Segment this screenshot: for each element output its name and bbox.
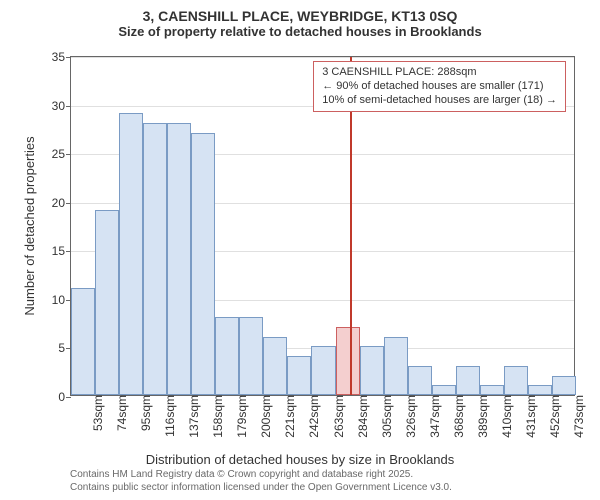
y-tick-mark (66, 203, 71, 204)
y-tick-mark (66, 106, 71, 107)
y-tick-mark (66, 57, 71, 58)
histogram-bar (95, 210, 119, 395)
y-tick-mark (66, 397, 71, 398)
histogram-bar (311, 346, 335, 395)
title-main: 3, CAENSHILL PLACE, WEYBRIDGE, KT13 0SQ (0, 8, 600, 24)
y-tick-mark (66, 251, 71, 252)
x-tick-label: 473sqm (568, 395, 586, 438)
x-tick-label: 179sqm (231, 395, 249, 438)
histogram-bar (191, 133, 215, 395)
x-tick-label: 284sqm (352, 395, 370, 438)
annotation-line-3: 10% of semi-detached houses are larger (… (322, 94, 557, 108)
histogram-bar (239, 317, 263, 395)
x-tick-label: 242sqm (303, 395, 321, 438)
histogram-bar (408, 366, 432, 395)
histogram-bar (336, 327, 360, 395)
chart-container: 3, CAENSHILL PLACE, WEYBRIDGE, KT13 0SQ … (0, 0, 600, 500)
histogram-bar (552, 376, 576, 395)
y-tick-mark (66, 154, 71, 155)
x-tick-label: 200sqm (255, 395, 273, 438)
x-tick-label: 95sqm (135, 395, 153, 431)
x-tick-label: 158sqm (207, 395, 225, 438)
histogram-bar (360, 346, 384, 395)
footer-line-2: Contains public sector information licen… (70, 482, 452, 495)
x-axis-title: Distribution of detached houses by size … (0, 452, 600, 467)
histogram-bar (119, 113, 143, 395)
x-tick-label: 53sqm (87, 395, 105, 431)
histogram-bar (287, 356, 311, 395)
x-tick-label: 263sqm (328, 395, 346, 438)
x-tick-label: 431sqm (520, 395, 538, 438)
histogram-bar (167, 123, 191, 395)
gridline (71, 57, 574, 58)
footer-line-1: Contains HM Land Registry data © Crown c… (70, 469, 452, 482)
footer-attribution: Contains HM Land Registry data © Crown c… (70, 469, 452, 494)
x-tick-label: 74sqm (111, 395, 129, 431)
annotation-callout: 3 CAENSHILL PLACE: 288sqm ← 90% of detac… (313, 61, 566, 112)
x-tick-label: 305sqm (376, 395, 394, 438)
x-tick-label: 410sqm (496, 395, 514, 438)
histogram-bar (71, 288, 95, 395)
x-tick-label: 116sqm (159, 395, 177, 437)
histogram-bar (384, 337, 408, 395)
x-tick-label: 221sqm (279, 395, 297, 438)
histogram-bar (432, 385, 456, 395)
title-sub: Size of property relative to detached ho… (0, 24, 600, 39)
histogram-bar (480, 385, 504, 395)
plot-area: 0510152025303553sqm74sqm95sqm116sqm137sq… (70, 56, 575, 396)
annotation-line-1: 3 CAENSHILL PLACE: 288sqm (322, 66, 557, 80)
histogram-bar (215, 317, 239, 395)
x-tick-label: 347sqm (424, 395, 442, 438)
histogram-bar (504, 366, 528, 395)
x-tick-label: 368sqm (448, 395, 466, 438)
x-tick-label: 137sqm (183, 395, 201, 438)
annotation-line-2: ← 90% of detached houses are smaller (17… (322, 80, 557, 94)
y-axis-title: Number of detached properties (22, 126, 37, 326)
histogram-bar (528, 385, 552, 395)
x-tick-label: 389sqm (472, 395, 490, 438)
x-tick-label: 452sqm (544, 395, 562, 438)
histogram-bar (456, 366, 480, 395)
x-tick-label: 326sqm (400, 395, 418, 438)
title-block: 3, CAENSHILL PLACE, WEYBRIDGE, KT13 0SQ … (0, 8, 600, 39)
histogram-bar (263, 337, 287, 395)
histogram-bar (143, 123, 167, 395)
